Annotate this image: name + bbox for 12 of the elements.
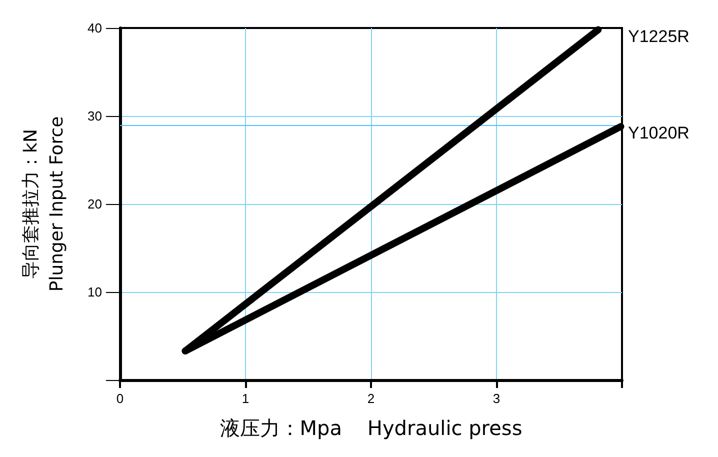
y-tick-label: 20 (88, 196, 102, 212)
x-tick-label: 2 (367, 391, 375, 406)
x-tick-label: 0 (116, 391, 124, 406)
x-tick-label: 1 (242, 391, 250, 406)
y-tick-label: 10 (88, 284, 102, 300)
x-axis-title: 液压力：Mpa Hydraulic press (220, 416, 522, 440)
y-tick-label: 40 (88, 20, 102, 36)
series-label: Y1020R (628, 124, 690, 143)
series-label: Y1225R (628, 26, 690, 46)
x-tick-label: 3 (492, 391, 500, 406)
y-tick-label: 30 (88, 108, 102, 124)
y-axis-title: 导向套推拉力：kN Plunger Input Force (20, 116, 68, 292)
